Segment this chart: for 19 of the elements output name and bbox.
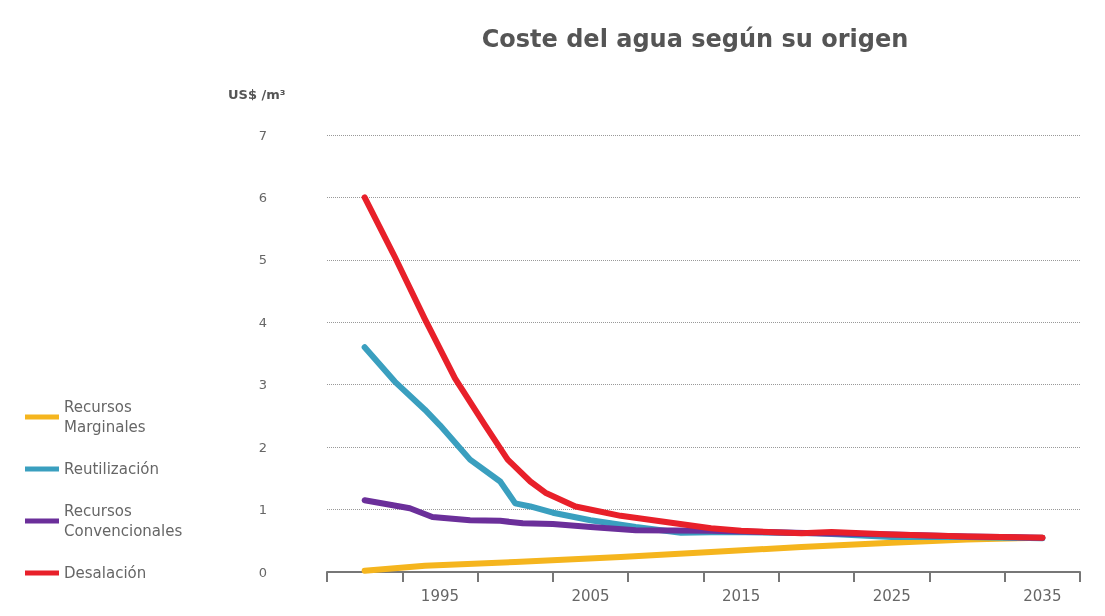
y-tick-label: 6 (258, 189, 267, 205)
legend-label: Desalación (64, 564, 147, 582)
y-tick-label: 1 (258, 502, 267, 518)
legend-label: Reutilización (64, 460, 160, 478)
y-tick-label: 5 (258, 252, 267, 268)
y-tick-label: 4 (258, 314, 267, 330)
x-tick-label: 2035 (1023, 586, 1062, 605)
y-tick-label: 7 (258, 127, 267, 143)
x-tick-label: 2025 (872, 586, 911, 605)
x-tick-label: 2005 (571, 586, 610, 605)
y-tick-label: 3 (258, 377, 267, 393)
legend-label: Recursos Marginales (64, 398, 146, 436)
chart-title: Coste del agua según su origen (481, 25, 909, 53)
x-tick-label: 1995 (420, 586, 460, 605)
y-tick-label: 0 (258, 564, 267, 580)
y-tick-label: 2 (258, 439, 267, 455)
legend-label: Recursos Convencionales (64, 502, 183, 540)
x-tick-label: 2015 (722, 586, 761, 605)
y-axis-title: US$ /m³ (228, 87, 286, 102)
